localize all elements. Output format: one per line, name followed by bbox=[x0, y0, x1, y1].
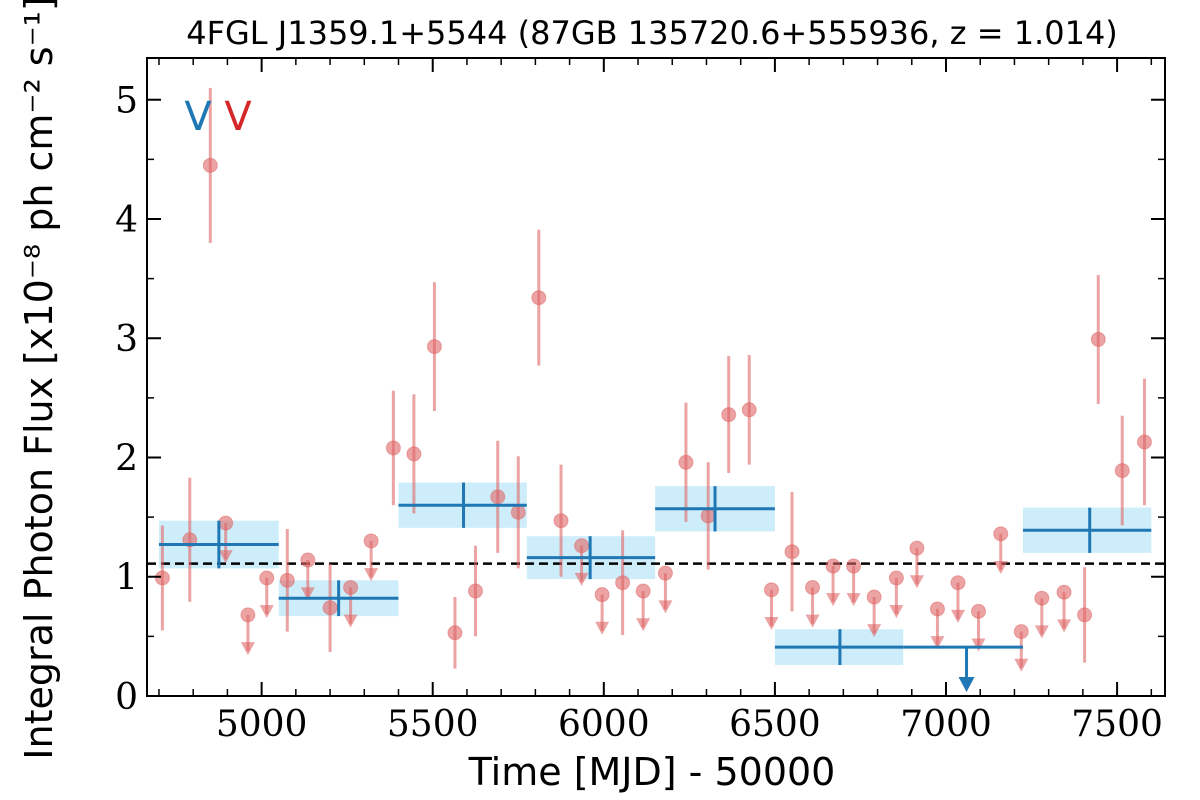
upper-limit-arrow bbox=[993, 560, 1008, 574]
flux-point bbox=[1034, 590, 1050, 606]
flux-point bbox=[1114, 463, 1130, 479]
y-tick-label: 5 bbox=[115, 81, 138, 122]
y-tick-label: 3 bbox=[115, 319, 138, 360]
flux-point bbox=[678, 454, 694, 470]
upper-limit-arrow bbox=[259, 605, 274, 619]
flux-point bbox=[929, 601, 945, 617]
flux-point bbox=[825, 558, 841, 574]
flux-point bbox=[202, 157, 218, 173]
upper-limit-arrow bbox=[764, 617, 779, 631]
plot-frame bbox=[146, 57, 1166, 697]
legend-tag-red: V bbox=[224, 94, 252, 140]
flux-point bbox=[1056, 584, 1072, 600]
chart-title: 4FGL J1359.1+5544 (87GB 135720.6+555936,… bbox=[186, 14, 1118, 52]
x-tick-label: 7500 bbox=[1071, 704, 1163, 745]
flux-point bbox=[657, 565, 673, 581]
tick-labels: 5000 5500 6000 6500 7000 7500 0 1 2 3 4 5 bbox=[115, 81, 1163, 745]
y-axis-label: Integral Photon Flux [x10⁻⁸ ph cm⁻² s⁻¹] bbox=[17, 0, 61, 760]
flux-point bbox=[909, 540, 925, 556]
flux-point bbox=[1090, 331, 1106, 347]
flux-point bbox=[721, 407, 737, 423]
flux-point bbox=[950, 575, 966, 591]
upper-limit-arrow bbox=[595, 621, 610, 635]
flux-point bbox=[363, 533, 379, 549]
flux-point bbox=[510, 504, 526, 520]
binned-upper-limit-arrow bbox=[958, 677, 975, 693]
flux-point bbox=[218, 515, 234, 531]
flux-point bbox=[447, 625, 463, 641]
flux-point bbox=[426, 339, 442, 355]
upper-limit-arrow bbox=[867, 624, 882, 638]
flux-point bbox=[615, 575, 631, 591]
flux-point bbox=[805, 579, 821, 595]
upper-limit-arrow bbox=[1034, 625, 1049, 639]
flux-point bbox=[971, 603, 987, 619]
flux-point bbox=[594, 587, 610, 603]
flux-point bbox=[259, 570, 275, 586]
upper-limit-arrow bbox=[364, 568, 379, 582]
flux-point bbox=[1136, 434, 1152, 450]
x-tick-label: 7000 bbox=[900, 704, 992, 745]
y-tick-label: 4 bbox=[115, 200, 138, 241]
upper-limit-arrow bbox=[930, 636, 945, 650]
flux-point bbox=[300, 552, 316, 568]
flux-point bbox=[763, 582, 779, 598]
flux-point bbox=[467, 583, 483, 599]
x-tick-label: 6500 bbox=[729, 704, 821, 745]
upper-limit-arrow bbox=[909, 575, 924, 589]
flux-point bbox=[490, 489, 506, 505]
x-tick-label: 5000 bbox=[216, 704, 308, 745]
y-tick-label: 2 bbox=[115, 438, 138, 479]
upper-limit-arrow bbox=[1057, 619, 1072, 633]
flux-point bbox=[635, 583, 651, 599]
x-tick-label: 6000 bbox=[558, 704, 650, 745]
flux-point bbox=[279, 572, 295, 588]
flux-point bbox=[700, 508, 716, 524]
upper-limit-arrow bbox=[889, 605, 904, 619]
upper-limit-arrow bbox=[805, 614, 820, 628]
flux-point bbox=[866, 589, 882, 605]
upper-limit-arrow bbox=[846, 593, 861, 607]
x-axis-label: Time [MJD] - 50000 bbox=[468, 750, 836, 794]
flux-point bbox=[322, 600, 338, 616]
upper-limit-arrow bbox=[574, 572, 589, 586]
flux-point bbox=[343, 579, 359, 595]
flux-point bbox=[741, 402, 757, 418]
flux-point bbox=[240, 607, 256, 623]
flux-point bbox=[993, 526, 1009, 542]
flux-point bbox=[385, 440, 401, 456]
upper-limit-arrow bbox=[971, 638, 986, 652]
upper-limit-arrow bbox=[950, 609, 965, 623]
y-tick-label: 0 bbox=[115, 677, 138, 718]
flux-point bbox=[1013, 624, 1029, 640]
upper-limit-arrow bbox=[658, 600, 673, 614]
upper-limit-arrow bbox=[300, 587, 315, 601]
upper-limit-arrow bbox=[343, 614, 358, 628]
upper-limit-arrow bbox=[240, 642, 255, 656]
upper-limit-arrow bbox=[218, 550, 233, 564]
flux-point bbox=[406, 446, 422, 462]
x-tick-label: 5500 bbox=[387, 704, 479, 745]
legend-tag-blue: V bbox=[184, 94, 212, 140]
flux-point bbox=[531, 290, 547, 306]
flux-point bbox=[846, 558, 862, 574]
flux-point bbox=[784, 544, 800, 560]
upper-limit-arrow bbox=[1014, 658, 1029, 672]
flux-point bbox=[154, 570, 170, 586]
flux-point bbox=[888, 570, 904, 586]
flux-point bbox=[574, 538, 590, 554]
flux-point bbox=[553, 513, 569, 529]
y-tick-label: 1 bbox=[115, 558, 138, 599]
upper-limit-arrow bbox=[636, 618, 651, 632]
flux-point bbox=[1077, 607, 1093, 623]
upper-limit-arrow bbox=[826, 593, 841, 607]
